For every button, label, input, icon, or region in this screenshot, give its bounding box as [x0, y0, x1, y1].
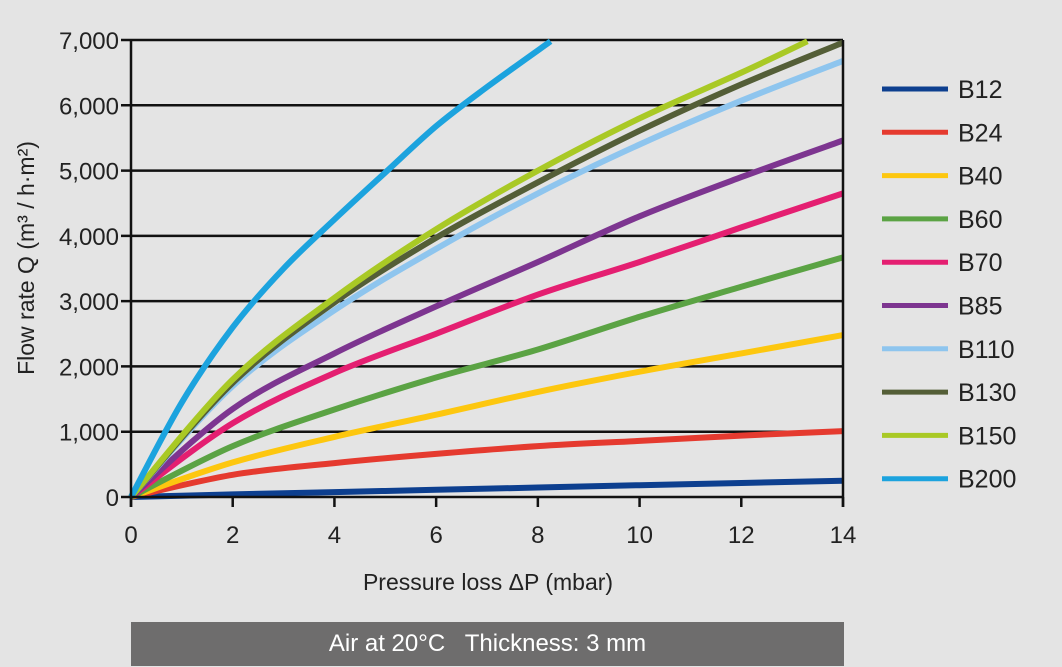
- y-tick-label: 4,000: [59, 224, 119, 251]
- series-line-b200: [128, 38, 553, 499]
- legend-label-b12: B12: [958, 76, 1002, 104]
- x-tick-label: 4: [328, 522, 341, 549]
- legend-label-b70: B70: [958, 249, 1002, 277]
- y-tick-label: 1,000: [59, 420, 119, 447]
- conditions-caption: Air at 20°C Thickness: 3 mm: [131, 622, 844, 666]
- series-line-b70: [129, 190, 844, 500]
- series-line-b24: [130, 428, 844, 500]
- legend-label-b130: B130: [958, 379, 1016, 407]
- x-tick-label: 8: [531, 522, 544, 549]
- y-tick-label: 0: [106, 485, 119, 512]
- y-tick-label: 5,000: [59, 159, 119, 186]
- y-tick-label: 2,000: [59, 354, 119, 381]
- x-tick-label: 14: [830, 522, 857, 549]
- tick-labels: 0 1,000 2,000 3,000 4,000 5,000 6,000 7,000 0 2 4 6…: [59, 28, 856, 549]
- y-tick-label: 7,000: [59, 28, 119, 55]
- legend-label-b200: B200: [958, 466, 1016, 494]
- series-lines: [128, 38, 845, 500]
- grid-lines: [121, 38, 843, 433]
- y-tick-label: 3,000: [59, 289, 119, 316]
- series-line-b130: [128, 39, 845, 500]
- series-line-b150: [128, 38, 809, 499]
- series-line-b40: [130, 332, 844, 500]
- axes: [121, 40, 845, 507]
- x-tick-label: 12: [728, 522, 755, 549]
- y-axis-title: Flow rate Q (m³ / h·m²): [13, 141, 39, 375]
- legend-label-b110: B110: [958, 336, 1015, 364]
- x-tick-label: 2: [226, 522, 239, 549]
- legend: B12 B24 B40 B60 B70 B85 B110 B130 B150 B200: [882, 76, 1016, 494]
- series-line-b85: [129, 137, 845, 500]
- x-tick-label: 0: [124, 522, 137, 549]
- legend-label-b40: B40: [958, 163, 1002, 191]
- x-tick-label: 10: [626, 522, 653, 549]
- y-tick-label: 6,000: [59, 93, 119, 120]
- legend-label-b24: B24: [958, 119, 1003, 147]
- series-line-b12: [130, 477, 844, 500]
- legend-label-b150: B150: [958, 422, 1016, 450]
- series-line-b60: [129, 254, 844, 500]
- legend-label-b85: B85: [958, 293, 1002, 321]
- legend-label-b60: B60: [958, 206, 1002, 234]
- x-tick-label: 6: [429, 522, 442, 549]
- x-axis-title: Pressure loss ΔP (mbar): [363, 569, 613, 595]
